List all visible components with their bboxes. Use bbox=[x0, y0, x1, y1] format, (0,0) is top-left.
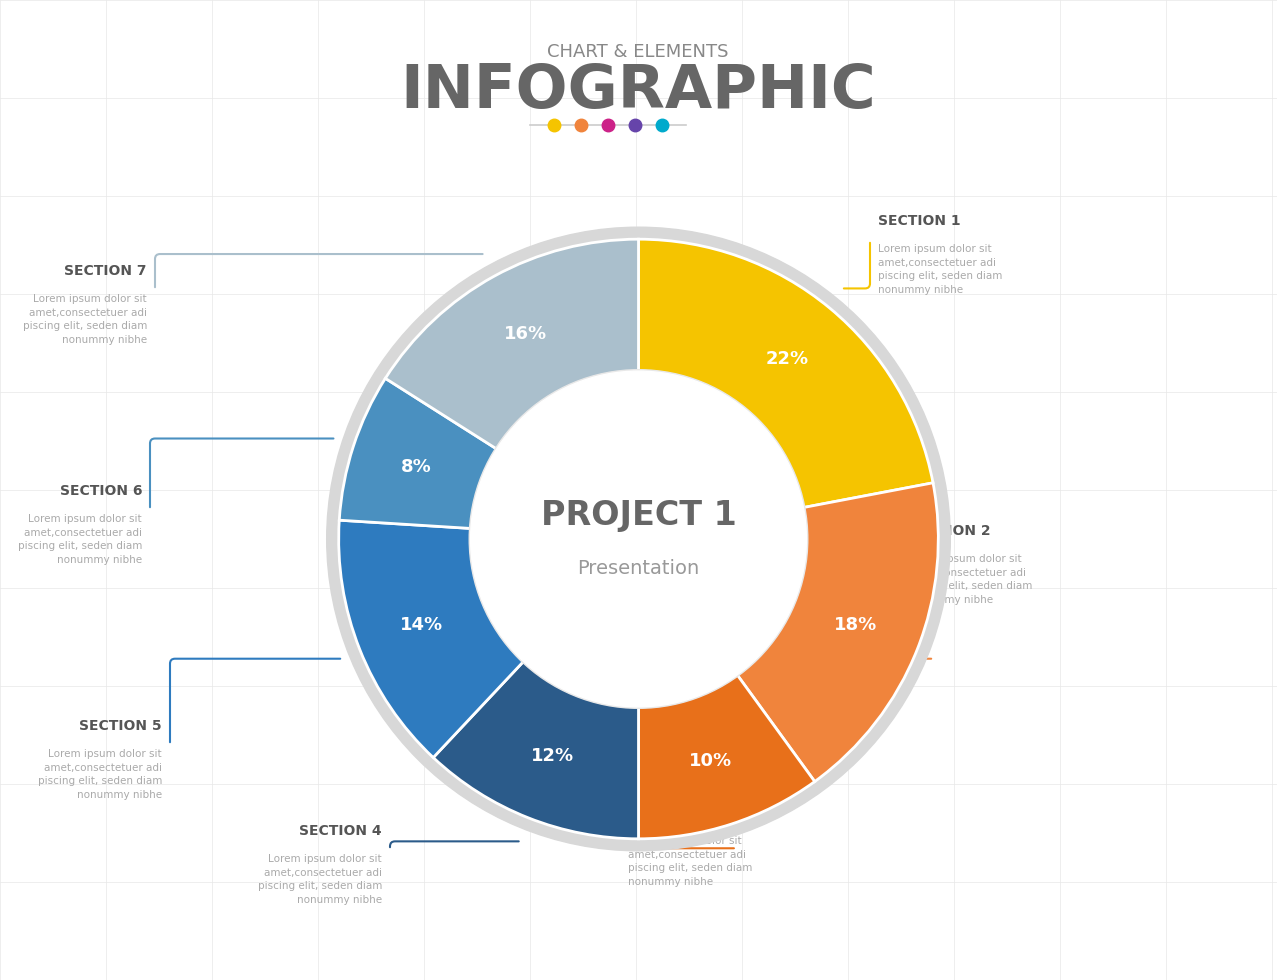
Text: Lorem ipsum dolor sit
amet,consectetuer adi
piscing elit, seden diam
nonummy nib: Lorem ipsum dolor sit amet,consectetuer … bbox=[37, 749, 162, 800]
Wedge shape bbox=[338, 520, 524, 758]
Text: SECTION 4: SECTION 4 bbox=[299, 824, 382, 838]
Text: SECTION 2: SECTION 2 bbox=[908, 524, 991, 538]
Text: CHART & ELEMENTS: CHART & ELEMENTS bbox=[548, 43, 729, 61]
Text: 14%: 14% bbox=[400, 616, 443, 634]
Text: Lorem ipsum dolor sit
amet,consectetuer adi
piscing elit, seden diam
nonummy nib: Lorem ipsum dolor sit amet,consectetuer … bbox=[879, 244, 1002, 295]
Wedge shape bbox=[433, 662, 638, 839]
Text: 12%: 12% bbox=[531, 748, 573, 765]
Text: Lorem ipsum dolor sit
amet,consectetuer adi
piscing elit, seden diam
nonummy nib: Lorem ipsum dolor sit amet,consectetuer … bbox=[18, 514, 142, 564]
Text: Lorem ipsum dolor sit
amet,consectetuer adi
piscing elit, seden diam
nonummy nib: Lorem ipsum dolor sit amet,consectetuer … bbox=[908, 554, 1032, 605]
Text: PROJECT 1: PROJECT 1 bbox=[540, 499, 737, 531]
Text: 8%: 8% bbox=[401, 458, 432, 475]
Text: 22%: 22% bbox=[766, 350, 810, 368]
Text: 18%: 18% bbox=[834, 616, 877, 634]
Wedge shape bbox=[340, 378, 497, 528]
Text: SECTION 7: SECTION 7 bbox=[65, 264, 147, 278]
Text: Lorem ipsum dolor sit
amet,consectetuer adi
piscing elit, seden diam
nonummy nib: Lorem ipsum dolor sit amet,consectetuer … bbox=[258, 854, 382, 905]
Text: SECTION 6: SECTION 6 bbox=[60, 484, 142, 498]
Circle shape bbox=[471, 371, 806, 707]
Text: Presentation: Presentation bbox=[577, 560, 700, 578]
Text: INFOGRAPHIC: INFOGRAPHIC bbox=[400, 63, 876, 122]
Text: SECTION 3: SECTION 3 bbox=[628, 806, 710, 820]
Wedge shape bbox=[737, 483, 939, 782]
Text: SECTION 5: SECTION 5 bbox=[79, 719, 162, 733]
Text: Lorem ipsum dolor sit
amet,consectetuer adi
piscing elit, seden diam
nonummy nib: Lorem ipsum dolor sit amet,consectetuer … bbox=[23, 294, 147, 345]
Text: 16%: 16% bbox=[504, 325, 548, 343]
Text: Lorem ipsum dolor sit
amet,consectetuer adi
piscing elit, seden diam
nonummy nib: Lorem ipsum dolor sit amet,consectetuer … bbox=[628, 836, 752, 887]
Text: SECTION 1: SECTION 1 bbox=[879, 214, 960, 228]
Text: 10%: 10% bbox=[690, 753, 732, 770]
Wedge shape bbox=[638, 239, 933, 508]
Wedge shape bbox=[386, 239, 638, 449]
Wedge shape bbox=[638, 675, 815, 839]
Circle shape bbox=[327, 227, 950, 851]
